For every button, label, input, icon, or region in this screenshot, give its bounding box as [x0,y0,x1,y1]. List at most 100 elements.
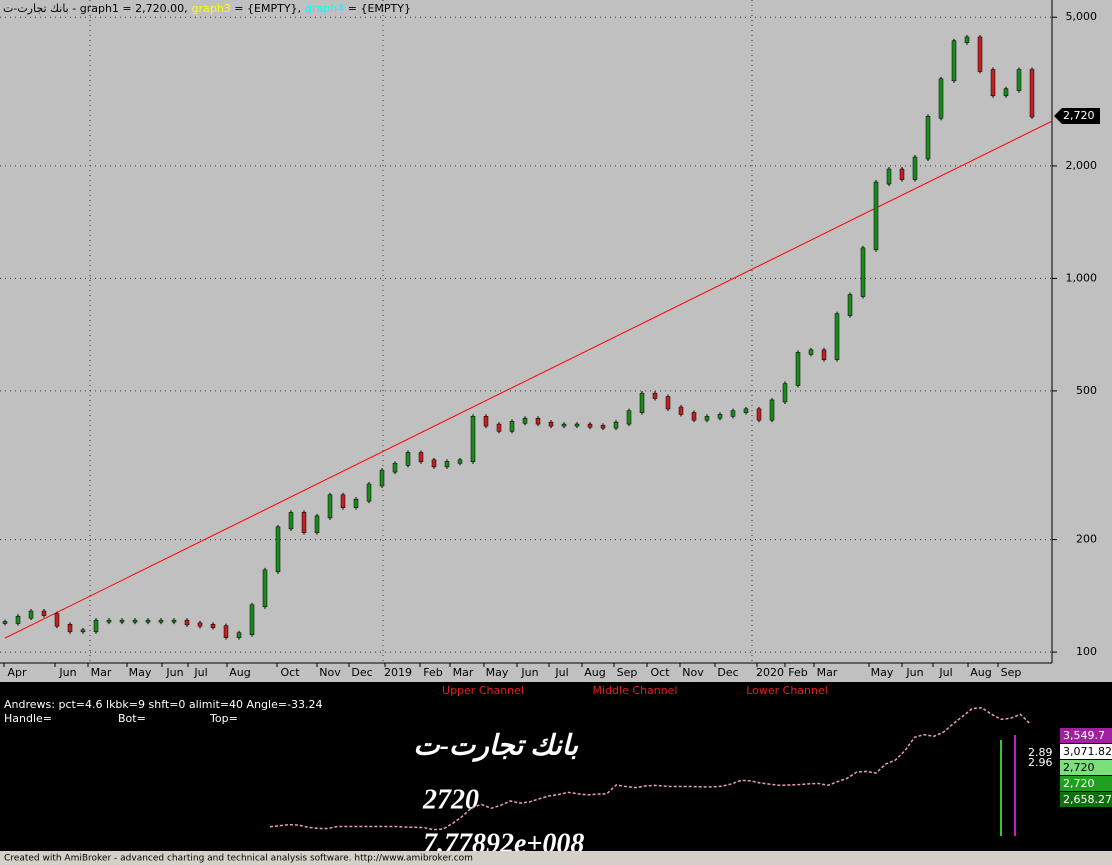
x-tick-label: Aug [229,666,250,679]
candle [158,619,164,623]
candle [912,156,918,180]
price-box [1060,728,1112,743]
candle [717,414,723,419]
candle [210,623,216,628]
candle [756,408,762,421]
candle [951,40,957,82]
candle [886,168,892,185]
price-label: 3,071.82 [1063,745,1112,758]
top: Top= [209,712,238,725]
candle [171,619,177,623]
big-text: بانك تجارت-ت [413,730,579,762]
candle [548,421,554,427]
candle [496,423,502,432]
x-tick-label: Sep [1001,666,1022,679]
x-tick-label: 2020 [756,666,784,679]
x-tick-label: Mar [91,666,112,679]
candle [873,181,879,251]
x-tick-label: Jul [554,666,568,679]
candle [1029,69,1035,118]
candle [769,399,775,421]
price-box [1060,760,1112,775]
candle [431,459,437,468]
candle [1016,69,1022,91]
candle [652,392,658,399]
price-box [1060,744,1112,759]
candle [834,313,840,360]
x-tick-label: Jun [58,666,76,679]
candle [67,623,73,633]
candle [2,621,8,624]
x-tick-label: Oct [280,666,300,679]
x-tick-label: Apr [7,666,27,679]
candle [392,463,398,473]
candle [353,498,359,508]
x-tick-label: Jun [520,666,538,679]
candle [483,416,489,427]
candle [236,632,242,638]
candle [977,36,983,72]
candle [782,383,788,403]
candle [80,629,86,633]
price-box [1060,776,1112,791]
candle [730,410,736,417]
footer-bar [0,851,1112,865]
price-label: 2,720 [1063,761,1095,774]
candle [600,425,606,429]
x-tick-label: Jun [905,666,923,679]
x-tick-label: Nov [319,666,341,679]
candle [587,423,593,428]
x-tick-label: Nov [682,666,704,679]
x-tick-label: Feb [788,666,807,679]
price-label: 2,658.27 [1063,793,1112,806]
x-tick-label: Jul [938,666,952,679]
candle [327,494,333,519]
candle [314,515,320,533]
x-tick-label: Feb [423,666,442,679]
graph3-value: = {EMPTY}, [231,2,301,15]
candle [704,416,710,421]
candle [184,619,190,626]
candle [613,421,619,429]
candle [639,392,645,413]
candle [379,469,385,487]
channel: Lower Channel [746,684,828,697]
x-tick-label: Jun [165,666,183,679]
x-tick-label: Aug [584,666,605,679]
graph4-value: = {EMPTY} [344,2,411,15]
candle [93,619,99,633]
candle [340,494,346,508]
graph4: graph4 [305,2,344,15]
header: بانك تجارت-ت - graph1 = 2,720.00, graph3 … [3,2,411,15]
candle [288,512,294,530]
candle [678,406,684,415]
candle [15,615,21,624]
price-box [1060,792,1112,807]
x-tick-label: Mar [453,666,474,679]
x-tick-label: Dec [717,666,738,679]
candle [509,421,515,432]
y-tick-label: 5,000 [1066,10,1098,23]
candle [743,408,749,413]
footer: Created with AmiBroker - advanced charti… [4,854,473,864]
candle [197,622,203,627]
candle [54,613,60,627]
candle [249,604,255,635]
candle [145,619,151,623]
candle [925,115,931,160]
y-tick-label: 200 [1076,533,1097,546]
channel: Middle Channel [593,684,678,697]
mini-price-line [269,706,1031,831]
last-price-marker [1054,108,1100,125]
candle [561,423,567,427]
y-tick-label: 100 [1076,645,1097,658]
symbol: بانك تجارت-ت [3,2,69,15]
candle [795,352,801,386]
candle [132,619,138,623]
candle [938,78,944,119]
candle [522,417,528,424]
x-tick-label: Oct [650,666,670,679]
candle [41,610,47,616]
candle [106,619,112,623]
